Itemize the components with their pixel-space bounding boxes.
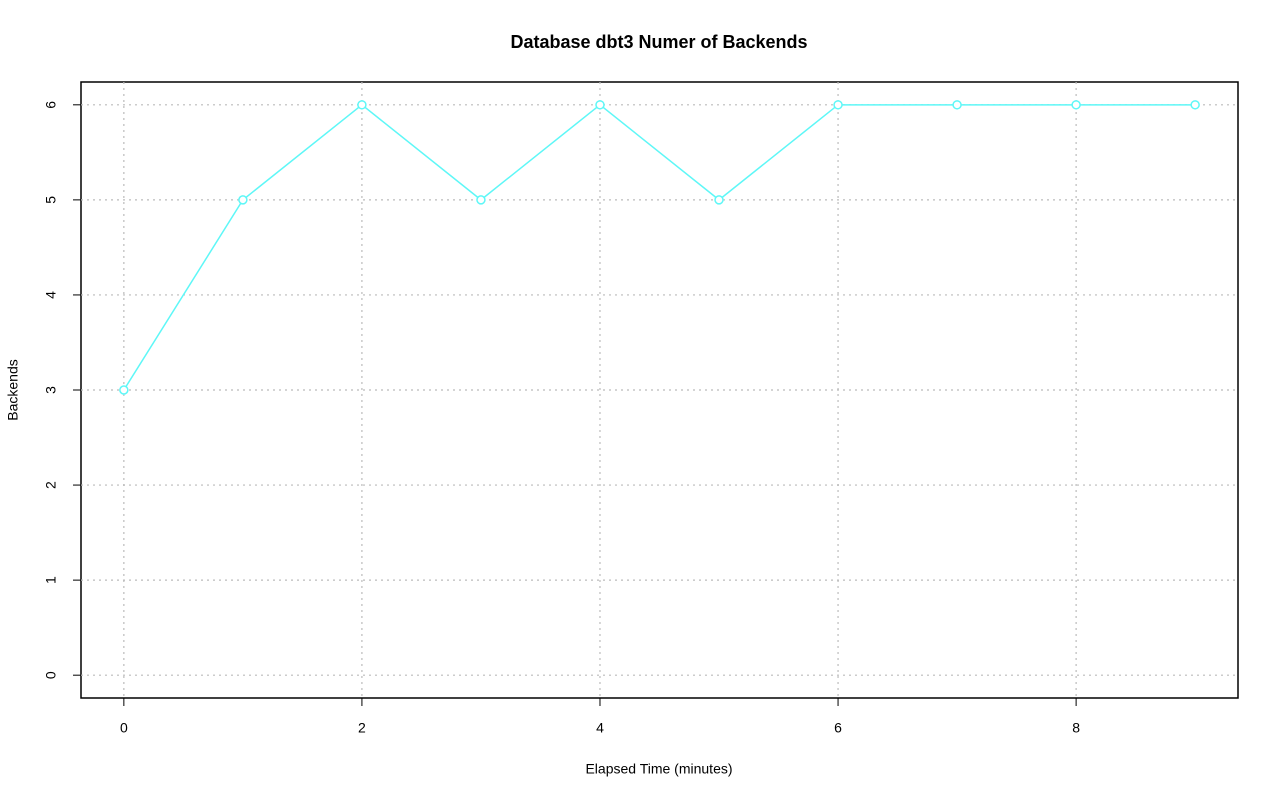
data-point — [714, 195, 724, 205]
x-tick-label: 2 — [358, 720, 366, 736]
data-point — [1071, 100, 1081, 110]
data-point — [476, 195, 486, 205]
x-tick-label: 4 — [596, 720, 604, 736]
x-tick-label: 8 — [1072, 720, 1080, 736]
data-point — [1190, 100, 1200, 110]
x-axis-label: Elapsed Time (minutes) — [585, 761, 732, 777]
data-point — [119, 385, 129, 395]
data-point — [952, 100, 962, 110]
y-tick-label: 2 — [43, 481, 59, 489]
data-point — [357, 100, 367, 110]
plot-frame — [80, 81, 1239, 699]
data-point — [595, 100, 605, 110]
y-tick-label: 4 — [43, 291, 59, 299]
y-tick-label: 5 — [43, 196, 59, 204]
y-tick-label: 0 — [43, 671, 59, 679]
x-tick-label: 0 — [120, 720, 128, 736]
y-tick-label: 1 — [43, 576, 59, 584]
y-axis-label: Backends — [5, 359, 21, 420]
x-tick-label: 6 — [834, 720, 842, 736]
y-tick-label: 3 — [43, 386, 59, 394]
data-point — [238, 195, 248, 205]
data-point — [833, 100, 843, 110]
chart-title: Database dbt3 Numer of Backends — [510, 32, 807, 52]
y-tick-label: 6 — [43, 101, 59, 109]
data-line — [123, 103, 1196, 391]
